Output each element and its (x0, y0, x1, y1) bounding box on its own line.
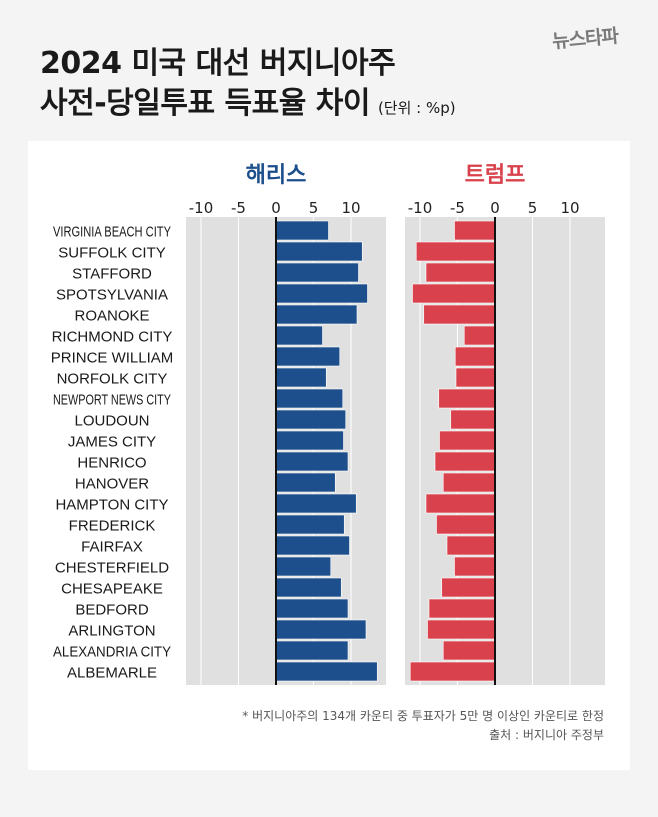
category-label: CHESTERFIELD (55, 560, 169, 577)
bar (463, 325, 496, 346)
bar (275, 640, 349, 661)
bar (275, 535, 350, 556)
category-label: NEWPORT NEWS CITY (53, 392, 171, 409)
category-label: ALEXANDRIA CITY (53, 644, 171, 661)
bar (275, 577, 342, 598)
bar (439, 430, 496, 451)
x-tick-label: -10 (408, 199, 433, 217)
bar (450, 409, 496, 430)
unit-label: (단위 : %p) (377, 98, 456, 117)
bar (427, 619, 496, 640)
category-label: SUFFOLK CITY (58, 245, 166, 262)
bar (275, 430, 344, 451)
bar (275, 556, 332, 577)
category-label: CHESAPEAKE (61, 581, 163, 598)
category-label: ARLINGTON (68, 623, 155, 640)
bar (275, 661, 378, 682)
title-line-1: 2024 미국 대선 버지니아주 (40, 46, 396, 81)
x-tick-label: 5 (309, 199, 319, 217)
bar (454, 556, 496, 577)
category-label: JAMES CITY (68, 434, 156, 451)
bar (425, 262, 496, 283)
category-label: NORFOLK CITY (57, 371, 168, 388)
category-label: HENRICO (77, 455, 146, 472)
bar (275, 409, 347, 430)
bar (442, 640, 496, 661)
bar (275, 388, 344, 409)
x-tick-label: 0 (490, 199, 500, 217)
bar (423, 304, 496, 325)
category-label: HAMPTON CITY (55, 497, 168, 514)
category-label: RICHMOND CITY (52, 329, 173, 346)
bar (275, 493, 357, 514)
category-label: BEDFORD (75, 602, 149, 619)
bar (454, 220, 496, 241)
x-tick-label: 10 (341, 199, 360, 217)
bar (454, 346, 496, 367)
bar (409, 661, 496, 682)
bar (455, 367, 496, 388)
x-tick-label: 10 (560, 199, 579, 217)
x-tick-label: -10 (189, 199, 214, 217)
bar (275, 619, 367, 640)
category-label: VIRGINIA BEACH CITY (53, 224, 171, 241)
bar (438, 388, 496, 409)
category-label: SPOTSYLVANIA (56, 287, 168, 304)
bar (275, 346, 341, 367)
bar (415, 241, 496, 262)
category-label: HANOVER (75, 476, 149, 493)
x-tick-label: -5 (231, 199, 246, 217)
bar (275, 304, 358, 325)
bar (275, 241, 363, 262)
bar (275, 514, 345, 535)
category-label: LOUDOUN (74, 413, 149, 430)
category-label: FREDERICK (69, 518, 156, 535)
category-label: FAIRFAX (81, 539, 143, 556)
bar (275, 220, 329, 241)
footnote: * 버지니아주의 134개 카운티 중 투표자가 5만 명 이상인 카운티로 한… (242, 707, 604, 744)
chart-title: 2024 미국 대선 버지니아주 사전-당일투표 득표율 차이 (단위 : %p) (40, 44, 456, 124)
title-line-2: 사전-당일투표 득표율 차이 (40, 85, 370, 121)
category-label: STAFFORD (72, 266, 152, 283)
bar (275, 283, 368, 304)
panel-title: 트럼프 (465, 163, 526, 188)
bar (275, 325, 323, 346)
footnote-source: 출처 : 버지니아 주정부 (489, 727, 604, 742)
category-label: PRINCE WILLIAM (51, 350, 174, 367)
bar (275, 472, 336, 493)
x-tick-label: 0 (271, 199, 281, 217)
x-tick-label: 5 (528, 199, 538, 217)
bar (428, 598, 496, 619)
bar (436, 514, 496, 535)
bar (442, 472, 496, 493)
bar (441, 577, 496, 598)
bar (425, 493, 496, 514)
bar (275, 598, 349, 619)
bar (275, 451, 349, 472)
category-label: ALBEMARLE (67, 665, 157, 682)
x-tick-label: -5 (450, 199, 465, 217)
bar (412, 283, 496, 304)
bar (275, 262, 359, 283)
bar (275, 367, 327, 388)
panel-title: 해리스 (246, 163, 307, 188)
bar (446, 535, 496, 556)
category-label: ROANOKE (74, 308, 149, 325)
footnote-note: * 버지니아주의 134개 카운티 중 투표자가 5만 명 이상인 카운티로 한… (242, 709, 604, 723)
bar (434, 451, 496, 472)
